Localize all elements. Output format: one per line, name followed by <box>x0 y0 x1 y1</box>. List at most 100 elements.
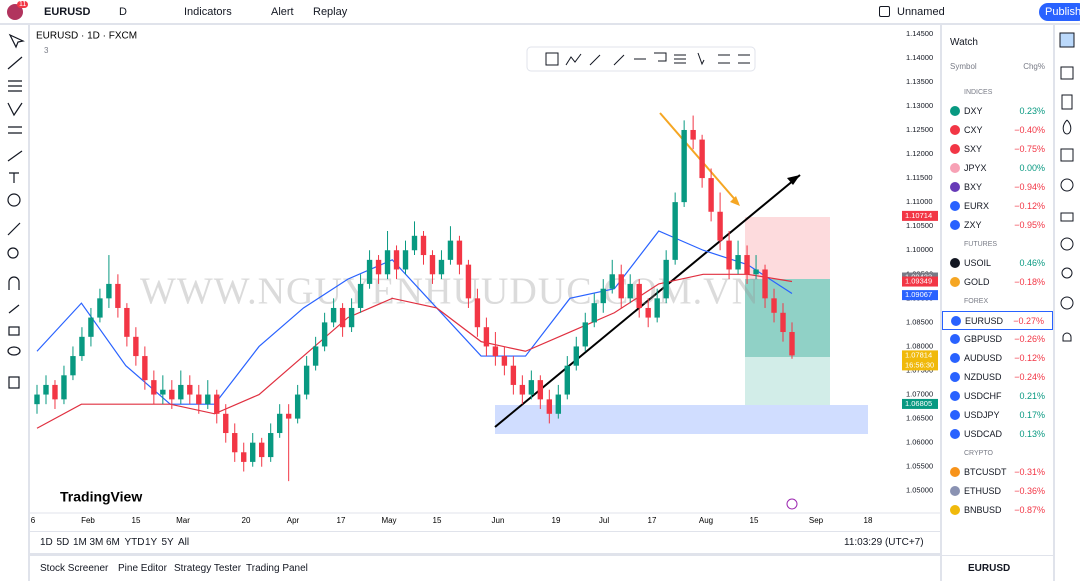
watchlist-icon[interactable] <box>1059 32 1075 48</box>
watch-row[interactable]: EURUSD −0.27% <box>942 311 1053 330</box>
timeframe-button[interactable]: All <box>178 537 190 548</box>
interval[interactable]: D <box>119 6 127 18</box>
measure-tool[interactable] <box>7 222 21 236</box>
help-icon[interactable] <box>1061 267 1073 279</box>
brush-tool[interactable] <box>7 150 23 162</box>
watch-row[interactable]: USOIL 0.46% <box>942 254 1053 273</box>
pattern-tool[interactable] <box>7 102 23 117</box>
trendline-tool[interactable] <box>7 56 23 70</box>
zoom-tool[interactable] <box>7 247 19 259</box>
change: −0.94% <box>1014 182 1045 192</box>
drawing-tools <box>7 33 25 389</box>
bottom-tab[interactable]: Stock Screener <box>40 563 109 574</box>
watch-row[interactable]: AUDUSD −0.12% <box>942 349 1053 368</box>
watch-row[interactable]: GOLD −0.18% <box>942 273 1053 292</box>
x-tick-label: 17 <box>337 516 346 525</box>
drawing-toolbar-float <box>526 46 756 72</box>
ideas-icon[interactable] <box>1060 178 1074 192</box>
watch-row[interactable]: BNBUSD −0.87% <box>942 501 1053 520</box>
candle-body <box>528 380 535 395</box>
trash-tool[interactable] <box>8 376 20 389</box>
candle-body <box>384 250 391 275</box>
icon-tool[interactable] <box>7 193 21 207</box>
signal-icon[interactable] <box>1060 296 1074 310</box>
x-tick-label: 6 <box>31 516 36 525</box>
watch-row[interactable]: NZDUSD −0.24% <box>942 368 1053 387</box>
timeframe-button[interactable]: 1D <box>40 537 53 548</box>
symbol-search[interactable]: EURUSD <box>44 6 91 18</box>
watch-row[interactable]: GBPUSD −0.26% <box>942 330 1053 349</box>
price-label: 1.09349 <box>905 277 932 286</box>
watch-row[interactable]: CXY −0.40% <box>942 121 1053 140</box>
cursor-tool[interactable] <box>8 33 25 49</box>
timeframe-button[interactable]: 1M <box>73 537 87 548</box>
trend-line[interactable] <box>494 174 801 428</box>
timeframe-button[interactable]: 5D <box>56 537 70 548</box>
timeframe-button[interactable]: 3M <box>89 537 104 548</box>
layout-name[interactable]: Unnamed <box>897 6 945 18</box>
candle-body <box>519 384 526 395</box>
bottom-tab[interactable]: Pine Editor <box>118 563 167 574</box>
alert-button[interactable]: Alert <box>271 6 294 18</box>
watch-row[interactable]: ETHUSD −0.36% <box>942 482 1053 501</box>
timeframe-button[interactable]: 1Y <box>145 537 158 548</box>
watch-row[interactable]: JPYX 0.00% <box>942 159 1053 178</box>
float-tools[interactable] <box>545 52 750 66</box>
calendar-icon[interactable] <box>1060 148 1074 162</box>
indicators-button[interactable]: Indicators <box>184 6 232 18</box>
candle-body <box>627 283 633 299</box>
candle-body <box>744 255 750 275</box>
watch-row[interactable]: EURX −0.12% <box>942 197 1053 216</box>
symbol: BXY <box>964 182 983 192</box>
legend-count: 3 <box>44 46 49 55</box>
watch-row[interactable]: ZXY −0.95% <box>942 216 1053 235</box>
candle-body <box>303 365 310 395</box>
stay-drawing-tool[interactable] <box>8 304 20 314</box>
watch-row[interactable]: BTCUSDT −0.31% <box>942 463 1053 482</box>
arrow-line[interactable] <box>659 112 739 204</box>
notifications-icon[interactable] <box>1062 332 1072 342</box>
lock-tool[interactable] <box>8 326 20 336</box>
watch-row[interactable]: BXY −0.94% <box>942 178 1053 197</box>
hide-tool[interactable] <box>7 346 21 356</box>
bottom-tab[interactable]: Trading Panel <box>246 563 308 574</box>
watch-row[interactable]: DXY 0.23% <box>942 102 1053 121</box>
footer-symbol[interactable]: EURUSD <box>968 563 1011 574</box>
text-tool[interactable] <box>9 172 19 183</box>
symbol-icon <box>950 467 960 477</box>
streams-icon[interactable] <box>1060 237 1074 251</box>
watch-row[interactable]: USDCAD 0.13% <box>942 425 1053 444</box>
candle-body <box>70 356 76 376</box>
y-tick-label: 1.07000 <box>906 390 933 399</box>
prediction-tool[interactable] <box>8 126 22 134</box>
publish-button[interactable]: Publish <box>1039 3 1080 21</box>
y-tick-label: 1.10000 <box>906 245 933 254</box>
symbol-icon <box>950 429 960 439</box>
price-label-bg <box>902 210 938 221</box>
news-icon[interactable] <box>1061 94 1073 110</box>
watch-row[interactable]: USDCHF 0.21% <box>942 387 1053 406</box>
candle-body <box>232 433 238 453</box>
symbol: USDCHF <box>964 391 1002 401</box>
layout-checkbox[interactable] <box>879 6 890 17</box>
fib-tool[interactable] <box>8 80 22 92</box>
change: −0.12% <box>1014 353 1045 363</box>
avatar[interactable] <box>7 4 23 20</box>
watch-row[interactable]: SXY −0.75% <box>942 140 1053 159</box>
timeframe-button[interactable]: YTD <box>124 537 145 548</box>
watch-row[interactable]: USDJPY 0.17% <box>942 406 1053 425</box>
candle-body <box>259 442 265 458</box>
chat-icon[interactable] <box>1060 212 1074 222</box>
timeframe-button[interactable]: 6M <box>106 537 120 548</box>
replay-button[interactable]: Replay <box>313 6 348 18</box>
candle-body <box>330 307 337 323</box>
timeframe-button[interactable]: 5Y <box>161 537 174 548</box>
alerts-icon[interactable] <box>1060 66 1074 80</box>
symbol-icon <box>950 334 960 344</box>
magnet-tool[interactable] <box>8 276 20 290</box>
logo: TradingView <box>60 489 142 505</box>
bottom-tab[interactable]: Strategy Tester <box>174 563 242 574</box>
hotlist-icon[interactable] <box>1062 119 1072 135</box>
watchlist-title[interactable]: Watch <box>950 37 978 48</box>
candle-body <box>546 399 553 414</box>
